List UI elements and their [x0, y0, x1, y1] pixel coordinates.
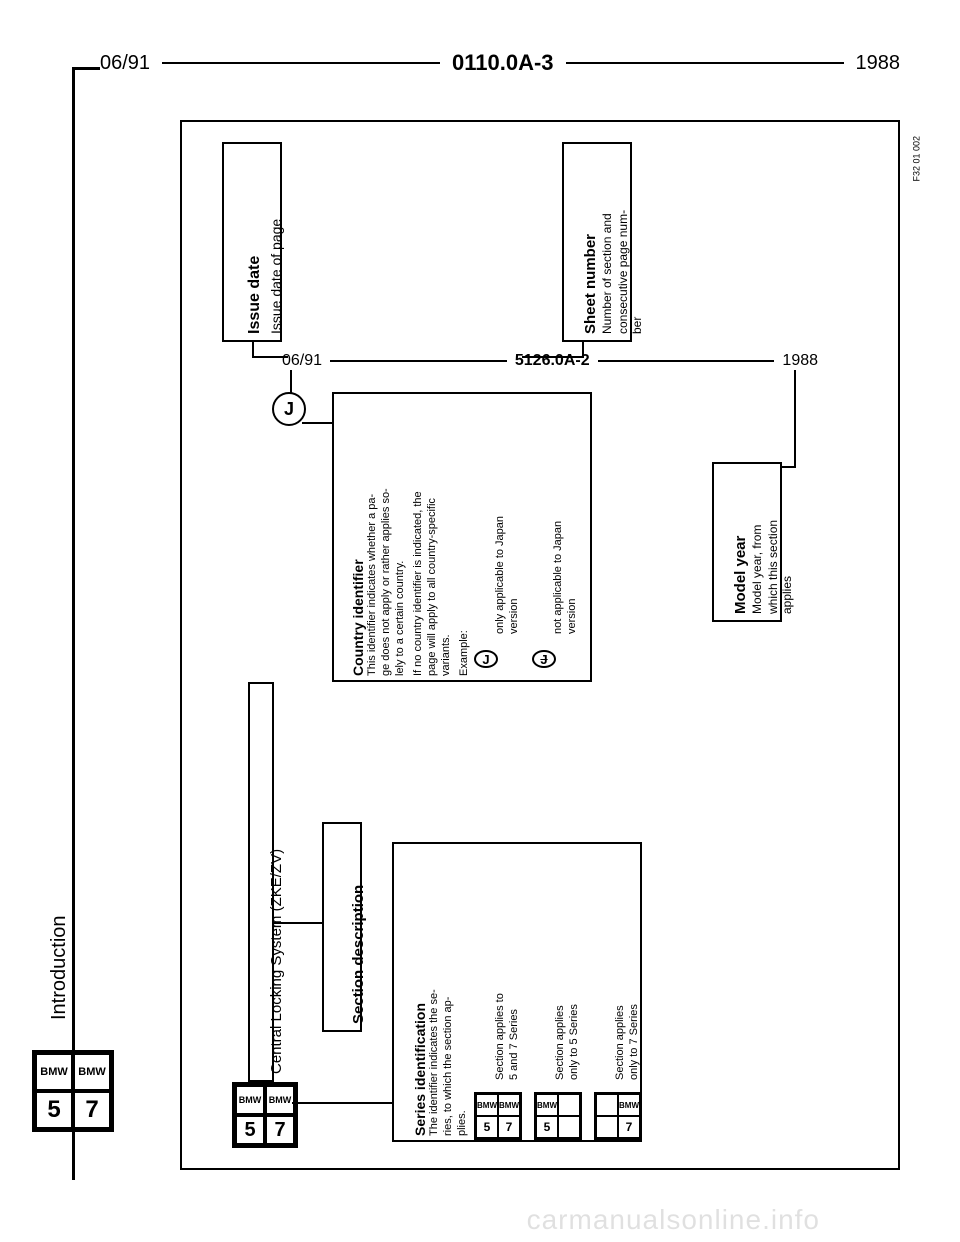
bmw-series-badge-diagram: BMW BMW 5 7: [232, 1082, 298, 1148]
section-description-box: Section description: [322, 822, 362, 1032]
mg1-5: 5: [476, 1116, 498, 1138]
mg3-blank-tl: [596, 1094, 618, 1116]
series-grid-7: BMW 7: [594, 1092, 642, 1140]
series-identification-box: Series identification The identifier ind…: [392, 842, 642, 1142]
sheet-number-l2: consecutive page num-: [616, 210, 630, 334]
sample-header-rule-r: [598, 360, 775, 362]
sheet-number-l1: Number of section and: [600, 213, 614, 334]
zke-title-bar: Central Locking System (ZKE/ZV): [248, 682, 274, 1082]
country-l2: ge does not apply or rather applies so-: [380, 488, 392, 676]
sample-header-rule-l: [330, 360, 507, 362]
mg2-5: 5: [536, 1116, 558, 1138]
watermark: carmanualsonline.info: [527, 1204, 820, 1236]
model-year-box: Model year Model year, from which this s…: [712, 462, 782, 622]
spine-label: Introduction: [48, 915, 71, 1020]
series-r1b: 5 and 7 Series: [508, 1009, 520, 1080]
model-year-l1: Model year, from: [750, 525, 764, 614]
series-r2a: Section applies: [554, 1005, 566, 1080]
country-l7: Example:: [458, 630, 470, 676]
lead-series-1: [292, 1102, 392, 1104]
series-l3: plies.: [456, 1110, 468, 1136]
mg1-7: 7: [498, 1116, 520, 1138]
series-title: Series identification: [412, 1003, 428, 1136]
series-grid-5: BMW 5: [534, 1092, 582, 1140]
lead-issue-1: [252, 342, 254, 356]
zke-label: Central Locking System (ZKE/ZV): [268, 849, 285, 1074]
header-center: 0110.0A-3: [452, 50, 554, 76]
lead-j-up: [290, 370, 292, 394]
lead-zke: [274, 922, 324, 924]
country-code-symbol: J: [272, 392, 306, 426]
sheet-number-title: Sheet number: [582, 234, 599, 334]
bmw-series-badge: BMW BMW 5 7: [32, 1050, 114, 1132]
section-description-title: Section description: [350, 885, 367, 1024]
mg2-blank-tr: [558, 1094, 580, 1116]
lead-year-1: [794, 370, 796, 466]
badge-5: 5: [35, 1091, 73, 1129]
country-identifier-box: Country identifier This identifier indic…: [332, 392, 592, 682]
example-j-oval: J: [474, 650, 498, 668]
series-grid-57: BMW BMW 5 7: [474, 1092, 522, 1140]
country-l5: page will apply to all country-specific: [426, 498, 438, 676]
country-l4: If no country identifier is indicated, t…: [412, 491, 424, 676]
model-year-l3: applies: [780, 576, 794, 614]
country-l6: variants.: [440, 634, 452, 676]
diagram-frame: F32 01 002 Issue date Issue date of page…: [180, 120, 900, 1170]
header-rule-left: [162, 62, 440, 64]
sample-header-right: 1988: [782, 352, 818, 370]
badge2-5: 5: [235, 1115, 265, 1145]
header-left: 06/91: [100, 52, 150, 75]
header-right: 1988: [856, 52, 901, 75]
issue-date-sub: Issue date of page: [268, 219, 284, 334]
badge-bmw-tr: BMW: [73, 1053, 111, 1091]
mg2-bmw-l: BMW: [536, 1094, 558, 1116]
series-r3b: only to 7 Series: [628, 1004, 640, 1080]
model-year-l2: which this section: [766, 520, 780, 614]
series-r2b: only to 5 Series: [568, 1004, 580, 1080]
series-r3a: Section applies: [614, 1005, 626, 1080]
sample-header-left: 06/91: [282, 352, 322, 370]
spine-rule: [72, 70, 75, 1180]
sample-header-center: 5126.0A-2: [515, 352, 590, 370]
badge2-bmw-tr: BMW: [265, 1085, 295, 1115]
issue-date-title: Issue date: [246, 256, 264, 334]
model-year-title: Model year: [732, 536, 749, 614]
sheet-number-box: Sheet number Number of section and conse…: [562, 142, 632, 342]
mg3-bmw-r: BMW: [618, 1094, 640, 1116]
reference-code: F32 01 002: [912, 136, 922, 182]
sample-header: 06/91 5126.0A-2 1988: [282, 352, 818, 370]
badge2-7: 7: [265, 1115, 295, 1145]
mg3-7: 7: [618, 1116, 640, 1138]
country-ex1b: version: [508, 599, 520, 634]
mg2-blank-br: [558, 1116, 580, 1138]
sheet-number-l3: ber: [630, 317, 644, 334]
country-l1: This identifier indicates whether a pa-: [366, 494, 378, 676]
lead-j-right: [302, 422, 334, 424]
header-rule-right: [566, 62, 844, 64]
series-l1: The identifier indicates the se-: [428, 989, 440, 1136]
mg3-blank-bl: [596, 1116, 618, 1138]
badge-7: 7: [73, 1091, 111, 1129]
document-page: 06/91 0110.0A-3 1988 Introduction BMW BM…: [0, 0, 960, 1242]
badge2-bmw-tl: BMW: [235, 1085, 265, 1115]
country-ex2b: version: [566, 599, 578, 634]
country-l3: lely to a certain country.: [394, 561, 406, 676]
page-header: 06/91 0110.0A-3 1988: [100, 50, 900, 76]
issue-date-box: Issue date Issue date of page: [222, 142, 282, 342]
country-ex1a: only applicable to Japan: [494, 516, 506, 634]
mg1-bmw-r: BMW: [498, 1094, 520, 1116]
series-r1a: Section applies to: [494, 993, 506, 1080]
mg1-bmw-l: BMW: [476, 1094, 498, 1116]
example-j-strike-oval: J: [532, 650, 556, 668]
country-ex2a: not applicable to Japan: [552, 521, 564, 634]
country-title: Country identifier: [350, 559, 366, 676]
badge-bmw-tl: BMW: [35, 1053, 73, 1091]
series-l2: ries, to which the section ap-: [442, 997, 454, 1136]
